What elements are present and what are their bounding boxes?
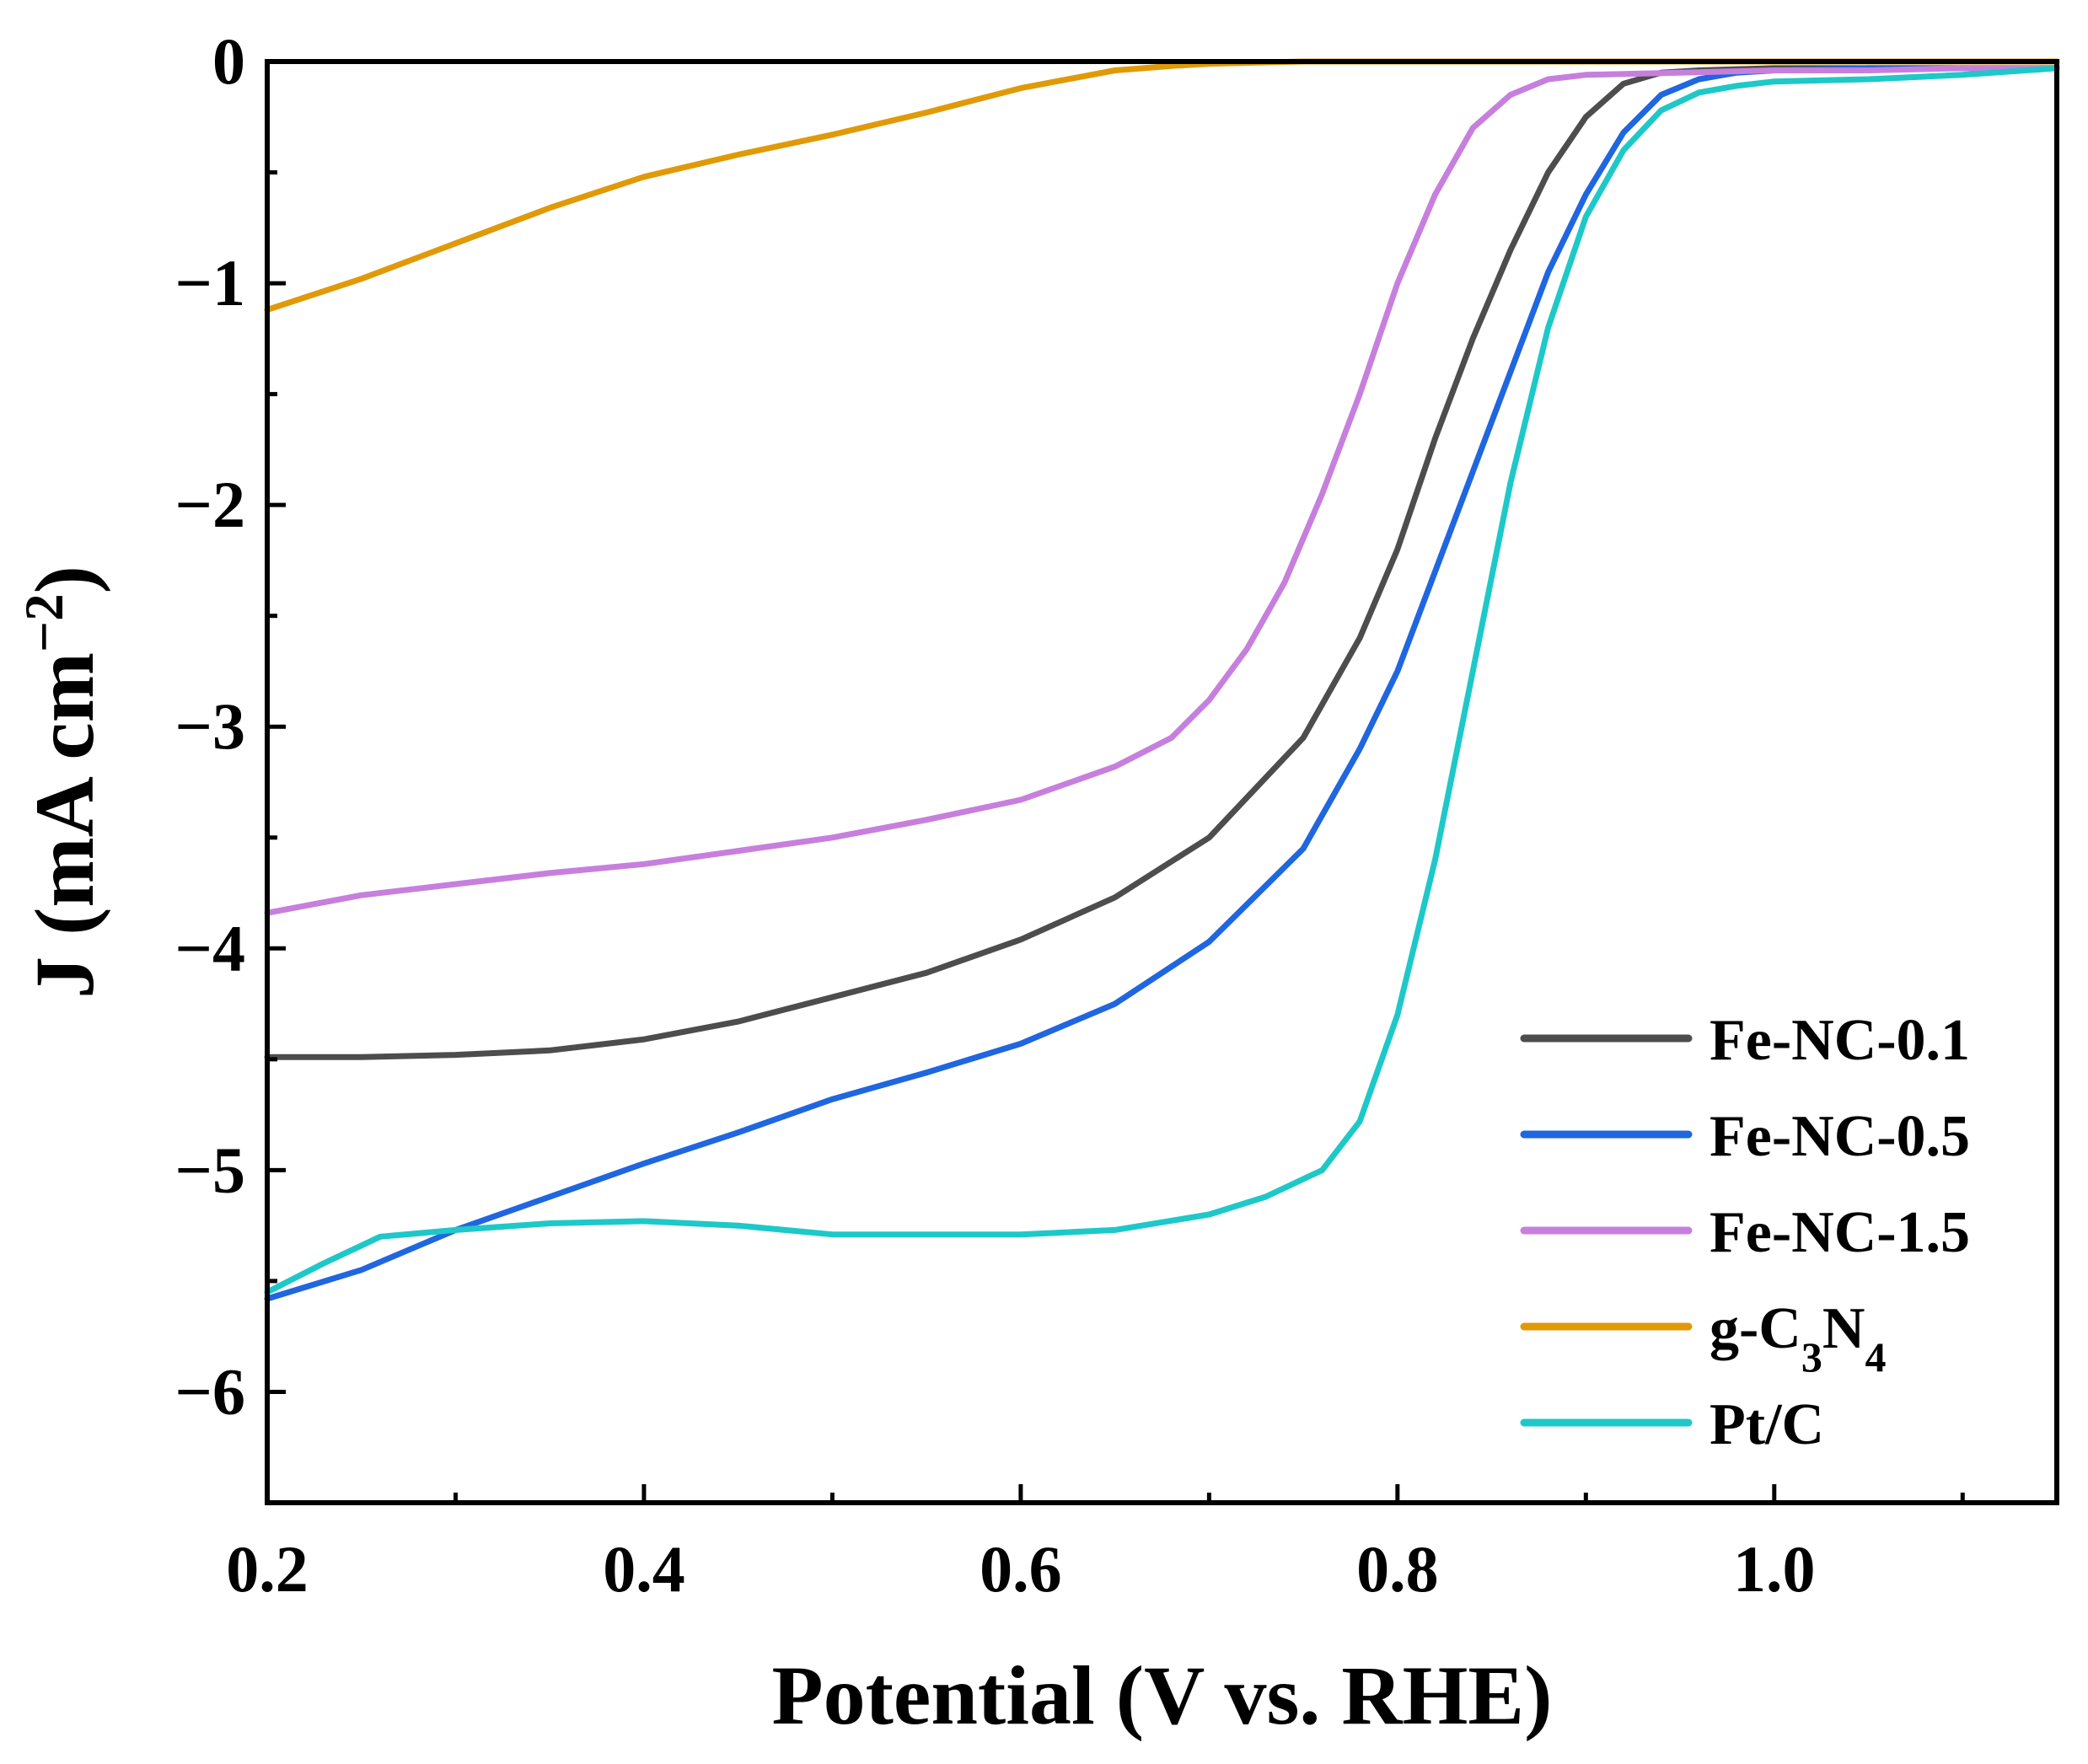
y-axis-title: J (mA cm−2)	[14, 566, 111, 999]
series-line-3	[264, 58, 2060, 314]
legend-label-part: Fe-NC-0.1	[1710, 1008, 1970, 1073]
legend-label-0: Fe-NC-0.1	[1710, 1008, 1970, 1073]
legend-label-part: 3	[1801, 1333, 1822, 1381]
curves-layer	[264, 58, 2060, 1302]
tick-labels-layer: 0.2 0.4 0.6 0.8 1.0 0 −1 −2 −3 −4 −5 −6	[175, 24, 1816, 1606]
legend-label-4: Pt/C	[1710, 1392, 1824, 1457]
series-line-0	[264, 65, 2060, 1060]
legend-label-part: g-C	[1710, 1296, 1801, 1361]
x-tick-label: 0.4	[603, 1532, 685, 1606]
x-tick-label: 0.8	[1356, 1532, 1439, 1606]
y-axis-title-sup: −2	[14, 593, 75, 652]
legend-label-3: g-C3N4	[1710, 1296, 1886, 1381]
legend-label-1: Fe-NC-0.5	[1710, 1104, 1970, 1169]
legend-label-2: Fe-NC-1.5	[1710, 1200, 1970, 1265]
y-tick-label: −6	[175, 1354, 245, 1428]
y-axis-title-main: J (mA cm	[18, 652, 111, 999]
y-tick-label: −2	[175, 468, 245, 541]
legend: Fe-NC-0.1 Fe-NC-0.5 Fe-NC-1.5 g-C3N4 Pt/C	[1520, 1008, 1970, 1457]
x-tick-label: 0.2	[226, 1532, 309, 1606]
y-tick-label: −4	[175, 911, 245, 984]
series-line-4	[264, 65, 2060, 1295]
legend-label-part: Fe-NC-0.5	[1710, 1104, 1970, 1169]
legend-label-part: Fe-NC-1.5	[1710, 1200, 1970, 1265]
legend-label-part: 4	[1865, 1333, 1886, 1381]
y-tick-label: −3	[175, 689, 245, 763]
ticks-layer	[265, 59, 1965, 1503]
series-line-1	[264, 65, 2060, 1302]
plot-frame	[265, 59, 2059, 1505]
y-axis-title-end: )	[18, 566, 111, 593]
x-tick-label: 0.6	[980, 1532, 1062, 1606]
legend-label-part: Pt/C	[1710, 1392, 1824, 1457]
y-tick-label: 0	[212, 24, 245, 98]
series-line-2	[264, 65, 2060, 916]
x-tick-label: 1.0	[1733, 1532, 1816, 1606]
y-tick-label: −5	[175, 1133, 245, 1206]
legend-label-part: N	[1822, 1296, 1865, 1361]
x-axis-title: Potential (V vs. RHE)	[772, 1649, 1553, 1742]
y-tick-label: −1	[175, 246, 245, 319]
